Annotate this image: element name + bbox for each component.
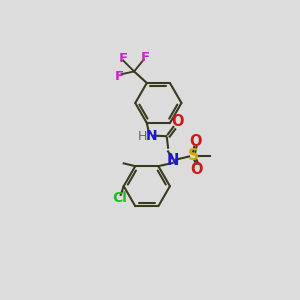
Text: F: F xyxy=(140,51,149,64)
Text: O: O xyxy=(189,134,202,149)
Text: F: F xyxy=(118,52,127,65)
Text: N: N xyxy=(146,129,158,143)
Text: S: S xyxy=(188,148,199,163)
Text: Cl: Cl xyxy=(112,191,127,205)
Text: N: N xyxy=(167,153,179,168)
Text: F: F xyxy=(115,70,124,83)
Text: H: H xyxy=(138,130,148,143)
Text: O: O xyxy=(191,162,203,177)
Text: O: O xyxy=(171,114,184,129)
